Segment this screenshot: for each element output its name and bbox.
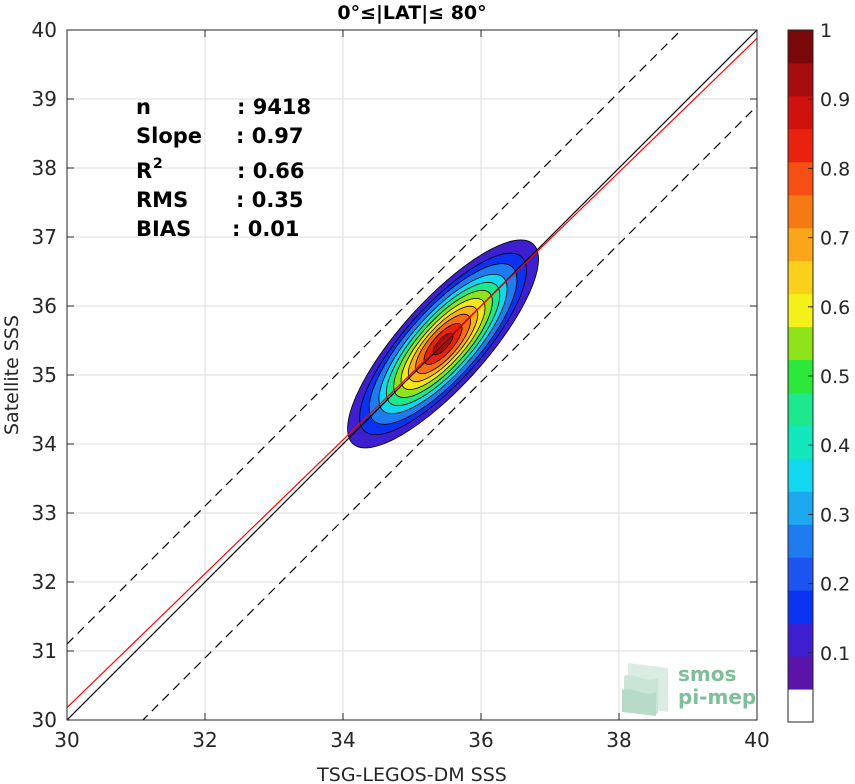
colorbar-segment: [788, 623, 813, 657]
upper-bound-line: [67, 30, 682, 645]
stat-value: : 0.35: [236, 188, 304, 212]
colorbar-segment: [788, 689, 813, 723]
colorbar-segment: [788, 557, 813, 591]
stat-value: : 0.97: [236, 124, 304, 148]
smos-pi-mep-logo: smos pi-mep: [622, 662, 756, 716]
colorbar: 0.1 0.2 0.3 0.4 0.5 0.6 0.7 0.8 0.9 1: [787, 20, 850, 723]
colorbar-tick-label: 1: [820, 20, 832, 42]
colorbar-segment: [788, 326, 813, 361]
x-tick-label: 38: [606, 728, 631, 752]
colorbar-tick-label: 0.1: [820, 643, 850, 665]
stats-box: n : 9418 Slope : 0.97 R 2 : 0.66 RMS : 0.35 BIAS:…: [136, 95, 311, 241]
chart-title: 0°≤|LAT|≤ 80°: [337, 2, 486, 24]
stat-label: BIAS: [136, 217, 191, 241]
x-tick-label: 32: [192, 728, 217, 752]
colorbar-segment: [788, 227, 813, 262]
x-tick-label: 30: [54, 728, 79, 752]
colorbar-segment: [788, 30, 813, 64]
colorbar-tick-label: 0.9: [820, 89, 850, 111]
colorbar-segment: [788, 194, 813, 229]
y-tick-label: 37: [32, 225, 57, 249]
x-axis-label: TSG-LEGOS-DM SSS: [316, 764, 507, 784]
stat-label-superscript: 2: [153, 156, 163, 172]
colorbar-segment: [788, 128, 813, 163]
x-tick-label: 40: [744, 728, 769, 752]
colorbar-segment: [788, 62, 813, 97]
stat-label: R: [136, 159, 152, 183]
colorbar-tick-label: 0.7: [820, 228, 850, 250]
colorbar-segment: [788, 491, 813, 525]
stat-label: n: [136, 95, 151, 119]
y-tick-label: 31: [32, 639, 57, 663]
reference-lines: [67, 30, 757, 720]
stat-label: RMS: [136, 188, 188, 212]
stat-value: : 0.01: [232, 217, 300, 241]
y-axis-ticks: 30 31 32 33 34 35 36 37 38 39 40: [32, 18, 757, 732]
colorbar-segment: [788, 590, 813, 624]
y-tick-label: 36: [32, 294, 57, 318]
y-tick-label: 32: [32, 570, 57, 594]
identity-line: [67, 30, 757, 720]
colorbar-tick-label: 0.8: [820, 158, 850, 180]
regression-line: [67, 37, 757, 709]
logo-text-pi-mep: pi-mep: [678, 685, 756, 709]
colorbar-segment: [788, 458, 813, 492]
stat-label: Slope: [136, 124, 202, 148]
y-tick-label: 34: [32, 432, 57, 456]
y-tick-label: 33: [32, 501, 57, 525]
colorbar-segment: [788, 392, 813, 426]
lower-bound-line: [142, 105, 757, 720]
colorbar-tick-label: 0.5: [820, 366, 850, 388]
x-tick-label: 34: [330, 728, 355, 752]
colorbar-segment: [788, 425, 813, 459]
stat-value: : 9418: [237, 95, 311, 119]
y-axis-label: Satellite SSS: [1, 315, 23, 435]
y-tick-label: 40: [32, 18, 57, 42]
grid-lines: [66, 29, 758, 721]
y-tick-label: 30: [32, 708, 57, 732]
colorbar-tick-label: 0.3: [820, 504, 850, 526]
x-tick-label: 36: [468, 728, 493, 752]
colorbar-segment: [788, 161, 813, 196]
colorbar-segment: [788, 95, 813, 130]
logo-text-smos: smos: [678, 662, 736, 686]
y-tick-label: 39: [32, 87, 57, 111]
colorbar-tick-label: 0.6: [820, 297, 850, 319]
y-tick-label: 35: [32, 363, 57, 387]
stat-value: : 0.66: [237, 159, 305, 183]
colorbar-segment: [788, 293, 813, 328]
x-axis-ticks: 30 32 34 36 38 40: [54, 30, 770, 752]
colorbar-segment: [788, 656, 813, 690]
colorbar-tick-label: 0.2: [820, 574, 850, 596]
y-tick-label: 38: [32, 156, 57, 180]
colorbar-tick-label: 0.4: [820, 435, 850, 457]
logo-waves-icon: [622, 663, 668, 716]
colorbar-segment: [788, 260, 813, 295]
colorbar-segment: [788, 524, 813, 558]
